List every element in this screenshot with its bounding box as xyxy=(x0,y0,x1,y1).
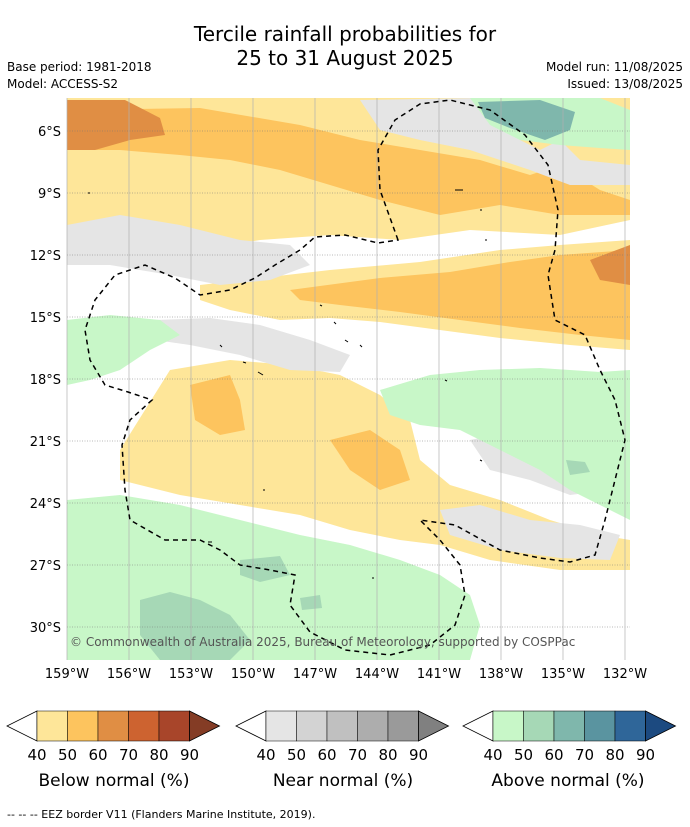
colorbar-segment xyxy=(296,710,328,742)
colorbar-segment xyxy=(387,710,419,742)
lon-labels: 159°W 156°W 153°W 150°W 147°W 144°W 141°… xyxy=(45,667,647,682)
colorbar-tick-label: 60 xyxy=(544,746,563,764)
below-normal-core-north xyxy=(67,108,630,215)
colorbar-tick-label: 60 xyxy=(88,746,107,764)
colorbar-0: 40 50 60 70 80 90 xyxy=(6,710,221,764)
colorbar-segment xyxy=(326,710,358,742)
colorbar-under-extension xyxy=(6,710,38,742)
lon-label: 132°W xyxy=(603,667,647,682)
islands xyxy=(88,189,487,579)
model-name: Model: ACCESS-S2 xyxy=(7,77,119,91)
colorbar-segment xyxy=(357,710,389,742)
lat-label: 6°S xyxy=(38,125,61,140)
lon-label: 144°W xyxy=(355,667,399,682)
colorbar-tick-label: 60 xyxy=(317,746,336,764)
above-normal-northeast-core xyxy=(478,100,575,140)
colorbar-1: 40 50 60 70 80 90 xyxy=(235,710,450,764)
colorbar-tick-label: 70 xyxy=(119,746,138,764)
copyright-notice: © Commonwealth of Australia 2025, Bureau… xyxy=(70,635,575,649)
colorbar-tick-label: 40 xyxy=(483,746,502,764)
lat-labels: 6°S 9°S 12°S 15°S 18°S 21°S 24°S 27°S 30… xyxy=(30,125,61,636)
colorbar-under-extension xyxy=(462,710,494,742)
lon-label: 159°W xyxy=(45,667,89,682)
below-normal-core-south2 xyxy=(330,430,410,490)
colorbar-tick-label: 80 xyxy=(378,746,397,764)
colorbar-segment xyxy=(614,710,646,742)
colorbar-segment xyxy=(523,710,555,742)
lat-label: 18°S xyxy=(30,373,61,388)
lon-label: 147°W xyxy=(293,667,337,682)
colorbar-tick-label: 90 xyxy=(180,746,199,764)
meta-right: Model run: 11/08/2025 Issued: 13/08/2025 xyxy=(546,59,683,93)
colorbar-label-below: Below normal (%) xyxy=(38,771,190,791)
near-normal-southeast xyxy=(440,505,620,560)
colorbar-over-extension xyxy=(645,710,677,742)
colorbar-tick-label: 50 xyxy=(58,746,77,764)
above-normal-east-core xyxy=(566,460,590,475)
title-line-2: 25 to 31 August 2025 xyxy=(236,46,454,70)
colorbar-tick-label: 50 xyxy=(287,746,306,764)
lat-label: 9°S xyxy=(38,187,61,202)
lon-label: 141°W xyxy=(417,667,461,682)
near-normal-center xyxy=(155,318,350,372)
colorbar-tick-label: 70 xyxy=(575,746,594,764)
lon-label: 153°W xyxy=(169,667,213,682)
colorbar-label-near: Near normal (%) xyxy=(272,771,414,791)
colorbar-tick-label: 90 xyxy=(409,746,428,764)
colorbar-segment xyxy=(67,710,99,742)
colorbar-under-extension xyxy=(235,710,267,742)
colorbar-segment xyxy=(492,710,524,742)
near-normal-north xyxy=(360,98,630,185)
colorbar-tick-label: 70 xyxy=(348,746,367,764)
lat-label: 15°S xyxy=(30,311,61,326)
colorbar-2: 40 50 60 70 80 90 xyxy=(462,710,677,764)
below-normal-strong-nw xyxy=(67,100,165,150)
below-normal-core-south xyxy=(190,375,245,435)
colorbar-segment xyxy=(265,710,297,742)
colorbar-tick-label: 80 xyxy=(149,746,168,764)
colorbar-segment xyxy=(97,710,129,742)
colorbar-segment xyxy=(553,710,585,742)
colorbar-tick-label: 80 xyxy=(605,746,624,764)
eez-borders xyxy=(84,99,626,656)
lat-label: 24°S xyxy=(30,497,61,512)
meta-left: Base period: 1981-2018 Model: ACCESS-S2 xyxy=(7,59,152,93)
colorbar-segment xyxy=(128,710,160,742)
base-period: Base period: 1981-2018 xyxy=(7,60,152,74)
colorbar-tick-label: 40 xyxy=(256,746,275,764)
lat-label: 27°S xyxy=(30,559,61,574)
colorbar-tick-label: 90 xyxy=(636,746,655,764)
title-line-1: Tercile rainfall probabilities for xyxy=(193,22,497,46)
lon-label: 150°W xyxy=(231,667,275,682)
colorbar-segment xyxy=(36,710,68,742)
colorbar-over-extension xyxy=(189,710,221,742)
lat-label: 12°S xyxy=(30,249,61,264)
footer-note: -- -- -- EEZ border V11 (Flanders Marine… xyxy=(7,808,316,821)
colorbar-tick-label: 40 xyxy=(27,746,46,764)
issued-date: Issued: 13/08/2025 xyxy=(567,77,683,91)
gridlines-lon xyxy=(66,98,626,660)
colorbars: 40 50 60 70 80 90 40 50 60 70 80 90 40 50 60 70 80 90 xyxy=(6,710,677,764)
page-title: Tercile rainfall probabilities for 25 to… xyxy=(0,22,690,70)
colorbar-segment xyxy=(584,710,616,742)
lat-label: 21°S xyxy=(30,435,61,450)
lon-label: 135°W xyxy=(541,667,585,682)
colorbar-over-extension xyxy=(418,710,450,742)
lon-label: 138°W xyxy=(479,667,523,682)
below-normal-core-mid xyxy=(290,250,630,340)
above-normal-east xyxy=(380,368,630,520)
model-run: Model run: 11/08/2025 xyxy=(545,60,683,74)
above-normal-south-core xyxy=(140,592,250,660)
colorbar-segment xyxy=(158,710,190,742)
lon-label: 156°W xyxy=(107,667,151,682)
colorbar-label-above: Above normal (%) xyxy=(491,771,645,791)
lat-label: 30°S xyxy=(30,621,61,636)
colorbar-tick-label: 50 xyxy=(514,746,533,764)
above-normal-south-core3 xyxy=(300,595,322,610)
probability-field xyxy=(67,98,630,660)
near-normal-west xyxy=(67,215,310,285)
